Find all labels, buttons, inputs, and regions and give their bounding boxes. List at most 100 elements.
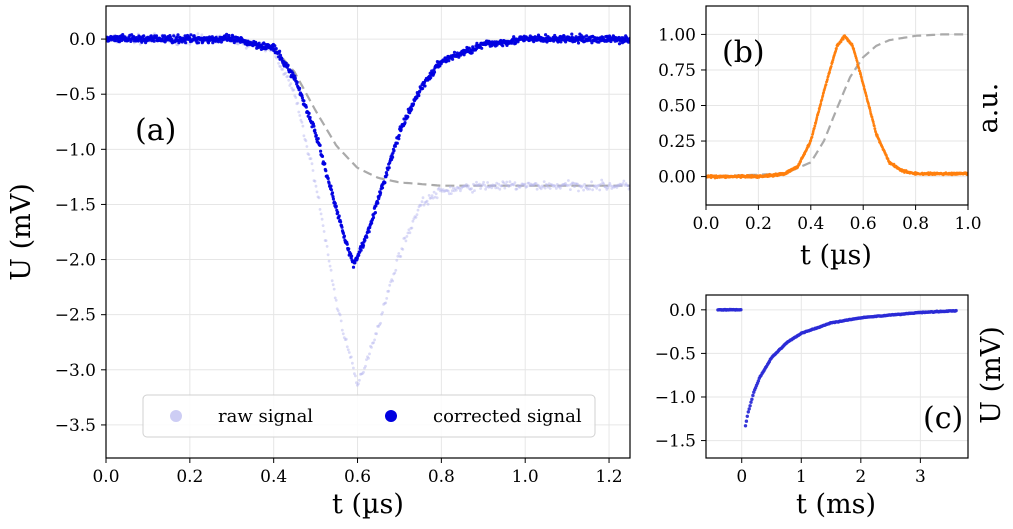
data-point (302, 99, 306, 103)
data-point (388, 283, 392, 287)
data-point (339, 319, 343, 323)
data-point (298, 114, 302, 117)
y-axis-label: a.u. (973, 83, 1004, 134)
data-point (337, 214, 341, 218)
data-point (351, 265, 356, 269)
data-point (590, 180, 593, 184)
data-point (225, 32, 229, 37)
x-tick-label: 0.0 (92, 467, 119, 487)
data-point (820, 98, 824, 101)
data-point (610, 187, 614, 190)
data-point (475, 180, 478, 184)
data-point (458, 186, 461, 190)
x-tick-label: 1.2 (596, 467, 623, 487)
data-point (751, 393, 755, 398)
data-point (581, 184, 584, 188)
data-point (500, 184, 504, 188)
data-point (606, 186, 610, 190)
data-point (319, 212, 323, 216)
data-point (543, 186, 547, 190)
data-point (399, 255, 403, 258)
x-tick-label: 0.6 (344, 467, 371, 487)
panel-label: (c) (923, 401, 963, 436)
data-point (425, 199, 429, 203)
data-point (292, 88, 296, 92)
data-point (317, 196, 321, 200)
data-point (333, 201, 337, 206)
data-point (393, 144, 397, 148)
data-point (385, 297, 389, 300)
data-point (313, 131, 317, 135)
data-point (454, 188, 458, 192)
y-axis-label: U (mV) (976, 326, 1007, 424)
data-point (450, 189, 454, 193)
data-point (308, 115, 312, 120)
y-tick-label: 0.25 (658, 132, 696, 152)
data-point (345, 242, 349, 246)
x-tick-label: 1 (796, 467, 807, 487)
data-point (293, 76, 297, 80)
data-point (264, 49, 267, 53)
data-point (315, 190, 319, 194)
data-point (331, 283, 335, 287)
data-point (747, 407, 751, 411)
data-point (365, 358, 368, 361)
data-point (333, 296, 337, 300)
data-point (576, 41, 581, 45)
data-point (244, 46, 248, 50)
data-point (482, 180, 485, 184)
data-point (867, 102, 870, 106)
data-point (569, 188, 572, 192)
data-point (362, 370, 365, 374)
data-point (826, 78, 829, 81)
data-point (744, 419, 749, 423)
data-point (739, 308, 743, 312)
data-point (327, 259, 331, 263)
data-point (353, 261, 357, 265)
data-point (602, 182, 606, 186)
data-point (452, 50, 457, 55)
data-point (621, 182, 625, 185)
data-point (485, 185, 488, 189)
data-point (817, 110, 821, 113)
data-point (328, 264, 332, 268)
data-point (373, 211, 377, 215)
data-point (346, 348, 350, 352)
data-point (361, 243, 366, 248)
data-point (502, 181, 506, 185)
data-point (599, 183, 603, 186)
data-point (512, 183, 516, 187)
data-point (314, 184, 318, 188)
data-point (327, 181, 331, 185)
y-tick-label: −1.5 (655, 432, 696, 452)
data-point (828, 71, 831, 74)
x-tick-label: 0 (736, 467, 747, 487)
data-point (819, 102, 823, 105)
data-point (373, 338, 376, 342)
data-point (585, 34, 589, 38)
series-data (716, 307, 958, 428)
data-point (395, 141, 399, 145)
data-point (357, 253, 361, 257)
data-point (323, 162, 327, 166)
data-point (523, 182, 527, 186)
data-point (582, 188, 585, 192)
data-point (873, 124, 876, 128)
data-point (399, 128, 403, 132)
data-point (582, 35, 586, 39)
x-tick-label: 0.8 (428, 467, 455, 487)
data-point (493, 183, 497, 187)
data-point (396, 254, 400, 258)
data-point (756, 379, 761, 383)
data-point (184, 41, 188, 45)
data-point (591, 188, 594, 192)
data-point (364, 364, 367, 368)
data-point (583, 183, 586, 186)
data-point (393, 271, 397, 275)
data-point (176, 33, 180, 37)
data-point (368, 352, 371, 356)
data-point (410, 226, 414, 230)
data-point (419, 203, 423, 207)
x-tick-label: 0.4 (260, 467, 287, 487)
data-point (277, 61, 280, 65)
